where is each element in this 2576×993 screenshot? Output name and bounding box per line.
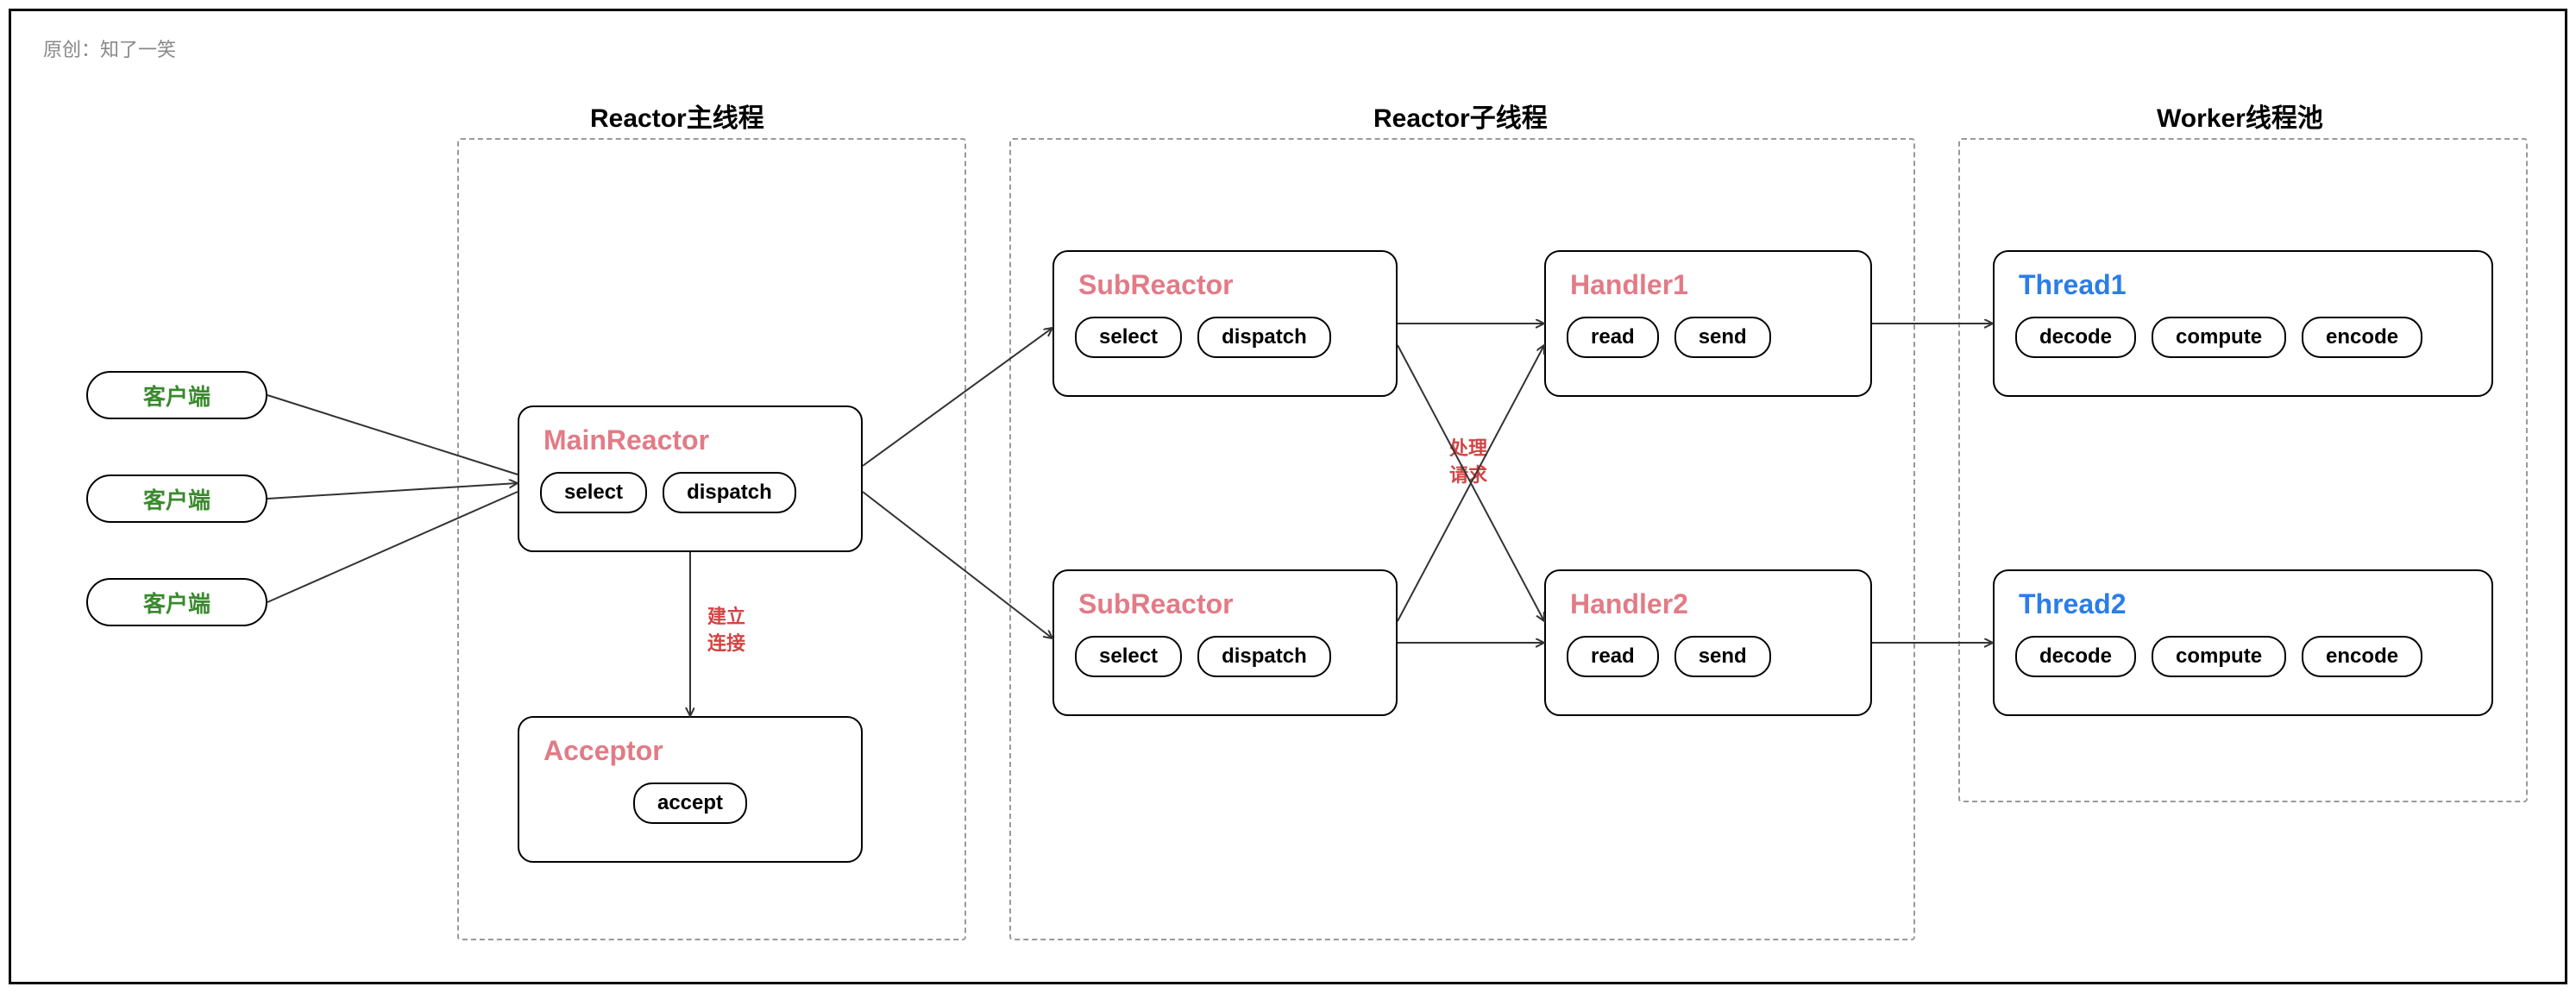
acceptor-card: Acceptor accept [518,716,863,863]
sub-reactor-2-card: SubReactor select dispatch [1052,569,1398,716]
select-btn: select [1075,636,1182,677]
dispatch-btn: dispatch [663,472,796,513]
thread-2-card: Thread2 decode compute encode [1993,569,2493,716]
edge-label-line: 建立 [707,606,745,627]
sub-reactor-1-title: SubReactor [1078,269,1375,301]
section-title-main: Reactor主线程 [590,97,764,135]
handler-1-title: Handler1 [1570,269,1850,301]
handler-2-card: Handler2 read send [1544,569,1872,716]
thread-2-title: Thread2 [2019,588,2471,620]
edge-label-line: 连接 [707,632,745,654]
accept-btn: accept [633,782,747,824]
section-title-sub: Reactor子线程 [1373,97,1548,135]
thread-1-card: Thread1 decode compute encode [1993,250,2493,397]
compute-btn: compute [2152,636,2286,677]
decode-btn: decode [2015,317,2136,358]
section-title-worker: Worker线程池 [2157,97,2323,135]
compute-btn: compute [2152,317,2286,358]
select-btn: select [1075,317,1182,358]
select-btn: select [540,472,647,513]
client-pill: 客户端 [86,371,267,419]
read-btn: read [1567,317,1659,358]
handler-1-card: Handler1 read send [1544,250,1872,397]
sub-reactor-1-card: SubReactor select dispatch [1052,250,1398,397]
decode-btn: decode [2015,636,2136,677]
edge-label-line: 请求 [1449,464,1487,486]
send-btn: send [1674,317,1771,358]
thread-1-title: Thread1 [2019,269,2471,301]
client-label: 客户端 [143,380,210,412]
client-pill: 客户端 [86,578,267,626]
encode-btn: encode [2302,317,2422,358]
client-label: 客户端 [143,483,210,515]
sub-reactor-2-title: SubReactor [1078,588,1375,620]
acceptor-title: Acceptor [543,735,840,767]
handler-2-title: Handler2 [1570,588,1850,620]
main-reactor-card: MainReactor select dispatch [518,405,863,552]
encode-btn: encode [2302,636,2422,677]
main-reactor-title: MainReactor [543,424,840,456]
dispatch-btn: dispatch [1197,317,1331,358]
edge-label-process-request: 处理 请求 [1449,436,1487,489]
dispatch-btn: dispatch [1197,636,1331,677]
read-btn: read [1567,636,1659,677]
client-pill: 客户端 [86,475,267,523]
send-btn: send [1674,636,1771,677]
edge-label-establish-connection: 建立 连接 [707,604,745,657]
attribution-text: 原创：知了一笑 [43,35,176,62]
client-label: 客户端 [143,587,210,619]
edge-label-line: 处理 [1449,437,1487,459]
